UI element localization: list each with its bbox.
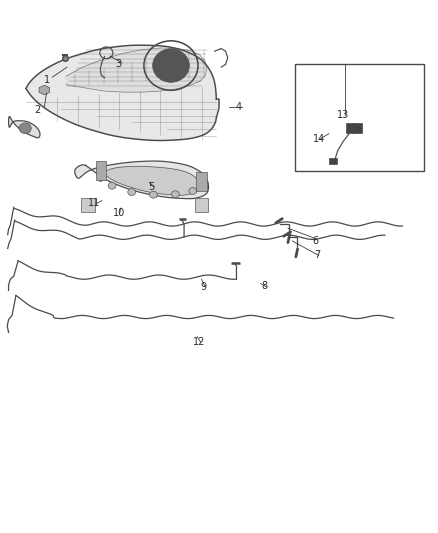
Bar bbox=[195, 198, 208, 212]
Text: 6: 6 bbox=[312, 236, 318, 246]
Bar bbox=[353, 123, 362, 133]
Ellipse shape bbox=[108, 182, 116, 189]
Polygon shape bbox=[9, 117, 40, 138]
Text: 3: 3 bbox=[116, 60, 122, 69]
Polygon shape bbox=[75, 161, 208, 199]
Text: 12: 12 bbox=[193, 337, 205, 347]
Text: 2: 2 bbox=[35, 104, 41, 115]
Text: 5: 5 bbox=[148, 182, 155, 192]
Ellipse shape bbox=[150, 191, 157, 198]
Ellipse shape bbox=[19, 123, 31, 134]
Ellipse shape bbox=[152, 49, 189, 82]
Ellipse shape bbox=[189, 188, 197, 195]
Ellipse shape bbox=[128, 189, 136, 196]
Text: 1: 1 bbox=[43, 76, 49, 85]
Bar bbox=[329, 158, 337, 165]
Text: 4: 4 bbox=[236, 102, 242, 112]
Bar bbox=[346, 123, 355, 133]
Bar bbox=[81, 198, 95, 212]
Bar bbox=[196, 172, 207, 191]
Polygon shape bbox=[39, 85, 49, 95]
Text: 14: 14 bbox=[313, 134, 325, 144]
Text: 10: 10 bbox=[113, 208, 125, 219]
Text: 13: 13 bbox=[337, 110, 350, 120]
Ellipse shape bbox=[171, 191, 179, 198]
Text: 11: 11 bbox=[88, 198, 101, 208]
Polygon shape bbox=[66, 48, 207, 92]
Polygon shape bbox=[26, 45, 219, 141]
Text: 9: 9 bbox=[201, 282, 207, 292]
Text: 8: 8 bbox=[262, 281, 268, 290]
Text: 7: 7 bbox=[314, 250, 320, 260]
Bar bbox=[96, 161, 106, 180]
Bar bbox=[295, 64, 424, 171]
Polygon shape bbox=[99, 166, 199, 195]
